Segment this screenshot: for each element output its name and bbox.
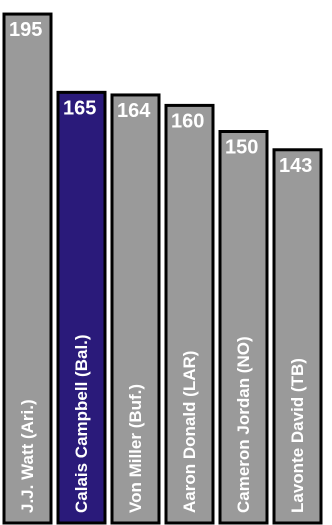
bar bbox=[164, 103, 215, 525]
bar-highlighted bbox=[56, 90, 107, 525]
bar bbox=[2, 12, 53, 525]
bar-value-label: 150 bbox=[225, 137, 258, 159]
bar-value-label: 164 bbox=[117, 100, 151, 122]
bar-group: 150 Cameron Jordan (NO) bbox=[218, 130, 269, 525]
bar-group: 165 Calais Campbell (Bal.) bbox=[56, 90, 107, 525]
bar-group: 160 Aaron Donald (LAR) bbox=[164, 103, 215, 525]
bar bbox=[218, 130, 269, 525]
bar-category-label: Von Miller (Buf.) bbox=[126, 384, 145, 513]
bar bbox=[110, 93, 161, 525]
bar-category-label: Calais Campbell (Bal.) bbox=[72, 334, 91, 513]
bar-group: 164 Von Miller (Buf.) bbox=[110, 93, 161, 525]
bar-value-label: 195 bbox=[9, 19, 42, 41]
bar-category-label: Lavonte David (TB) bbox=[288, 358, 307, 513]
bar-value-label: 160 bbox=[171, 110, 204, 132]
bar-value-label: 165 bbox=[63, 97, 96, 119]
bar-value-label: 143 bbox=[279, 155, 312, 177]
bar-group: 195 J.J. Watt (Ari.) bbox=[2, 12, 53, 525]
bar bbox=[272, 148, 323, 525]
bar-group: 143 Lavonte David (TB) bbox=[272, 148, 323, 525]
bar-category-label: Cameron Jordan (NO) bbox=[234, 336, 253, 513]
bar-category-label: J.J. Watt (Ari.) bbox=[18, 399, 37, 513]
bar-category-label: Aaron Donald (LAR) bbox=[180, 351, 199, 513]
